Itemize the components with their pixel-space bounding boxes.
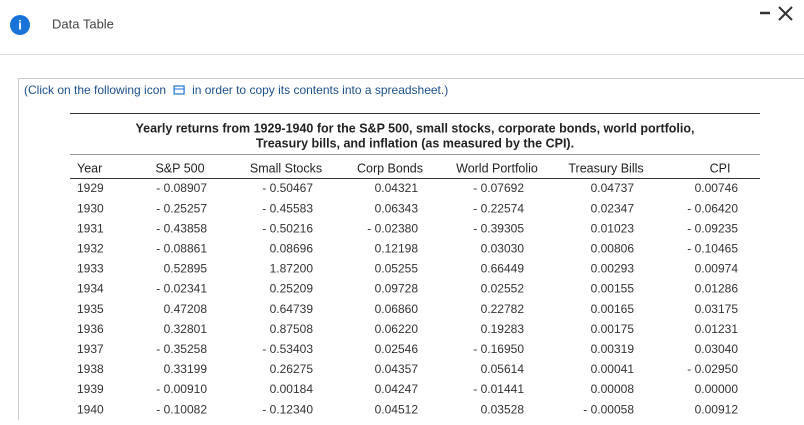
table-cell: - 0.53403 <box>262 342 313 356</box>
column-header: CPI <box>710 161 731 175</box>
table-cell: 0.00184 <box>270 382 314 396</box>
table-cell: - 0.00910 <box>156 382 207 396</box>
table-caption: Treasury bills, and inflation (as measur… <box>256 136 574 150</box>
copy-note: (Click on the following icon <box>24 83 166 97</box>
table-cell: 0.00319 <box>591 342 635 356</box>
table-cell: 0.06343 <box>375 201 419 215</box>
table-cell: 0.00155 <box>591 282 635 296</box>
table-cell: 0.00000 <box>695 382 739 396</box>
table-cell: 0.00008 <box>591 382 635 396</box>
table-cell: 1930 <box>77 201 104 215</box>
table-cell: - 0.02380 <box>367 221 418 235</box>
table-cell: 0.00806 <box>591 241 635 255</box>
table-cell: 0.03030 <box>481 241 525 255</box>
table-cell: - 0.35258 <box>156 342 207 356</box>
column-header: Year <box>77 161 102 175</box>
table-cell: - 0.01441 <box>473 382 524 396</box>
table-cell: - 0.02950 <box>687 362 738 376</box>
info-icon-glyph: i <box>18 17 22 32</box>
table-cell: - 0.06420 <box>687 201 738 215</box>
table-cell: - 0.02341 <box>156 282 207 296</box>
table-cell: 0.05614 <box>481 362 525 376</box>
table-cell: 0.04737 <box>591 181 635 195</box>
dialog-title: Data Table <box>52 16 114 31</box>
table-cell: 1940 <box>77 402 104 416</box>
column-header: World Portfolio <box>456 161 538 175</box>
table-cell: 0.03528 <box>481 402 525 416</box>
title-bar <box>0 0 804 54</box>
table-cell: 0.33199 <box>164 362 208 376</box>
table-cell: - 0.50467 <box>262 181 313 195</box>
table-cell: 0.47208 <box>164 302 208 316</box>
table-cell: - 0.08907 <box>156 181 207 195</box>
table-cell: 0.19283 <box>481 322 525 336</box>
table-cell: 1936 <box>77 322 104 336</box>
table-cell: 0.03040 <box>695 342 739 356</box>
table-cell: - 0.43858 <box>156 221 207 235</box>
table-cell: 0.00912 <box>695 402 739 416</box>
table-cell: - 0.08861 <box>156 241 207 255</box>
table-cell: 0.02546 <box>375 342 419 356</box>
table-cell: 0.04512 <box>375 402 419 416</box>
table-cell: 0.04357 <box>375 362 419 376</box>
table-cell: 0.00175 <box>591 322 635 336</box>
table-cell: 1937 <box>77 342 104 356</box>
table-cell: 0.00041 <box>591 362 635 376</box>
table-cell: 0.26275 <box>270 362 314 376</box>
table-cell: 0.00746 <box>695 181 739 195</box>
table-cell: - 0.10465 <box>687 241 738 255</box>
table-cell: 1.87200 <box>270 262 314 276</box>
column-header: S&P 500 <box>155 161 204 175</box>
table-cell: 0.32801 <box>164 322 208 336</box>
table-cell: 0.02552 <box>481 282 525 296</box>
table-cell: - 0.39305 <box>473 221 524 235</box>
table-cell: 1935 <box>77 302 104 316</box>
table-cell: - 0.00058 <box>583 402 634 416</box>
table-cell: 0.25209 <box>270 282 314 296</box>
table-cell: 1932 <box>77 241 104 255</box>
table-cell: 1934 <box>77 282 104 296</box>
table-cell: 0.02347 <box>591 201 635 215</box>
table-cell: 1929 <box>77 181 104 195</box>
table-cell: - 0.45583 <box>262 201 313 215</box>
table-cell: - 0.50216 <box>262 221 313 235</box>
table-cell: 1939 <box>77 382 104 396</box>
column-header: Corp Bonds <box>357 161 423 175</box>
table-cell: 0.01231 <box>695 322 739 336</box>
table-cell: - 0.22574 <box>473 201 524 215</box>
table-cell: 0.09728 <box>375 282 419 296</box>
table-cell: 0.87508 <box>270 322 314 336</box>
column-header: Small Stocks <box>250 161 322 175</box>
table-cell: - 0.16950 <box>473 342 524 356</box>
table-cell: 0.00974 <box>695 262 739 276</box>
table-cell: - 0.25257 <box>156 201 207 215</box>
table-cell: - 0.07692 <box>473 181 524 195</box>
table-cell: 0.22782 <box>481 302 525 316</box>
table-cell: 1933 <box>77 262 104 276</box>
table-cell: 0.06860 <box>375 302 419 316</box>
table-cell: 1931 <box>77 221 104 235</box>
table-cell: 0.06220 <box>375 322 419 336</box>
table-cell: 0.12198 <box>375 241 419 255</box>
table-caption: Yearly returns from 1929-1940 for the S&… <box>136 121 695 135</box>
table-cell: 0.64739 <box>270 302 314 316</box>
table-cell: 0.01286 <box>695 282 739 296</box>
table-cell: 0.00293 <box>591 262 635 276</box>
table-cell: 0.52895 <box>164 262 208 276</box>
table-cell: 1938 <box>77 362 104 376</box>
table-cell: 0.00165 <box>591 302 635 316</box>
copy-note: in order to copy its contents into a spr… <box>192 83 448 97</box>
table-cell: 0.04321 <box>375 181 419 195</box>
table-cell: 0.05255 <box>375 262 419 276</box>
table-cell: 0.01023 <box>591 221 635 235</box>
table-cell: - 0.12340 <box>262 402 313 416</box>
table-cell: 0.04247 <box>375 382 419 396</box>
table-cell: 0.08696 <box>270 241 314 255</box>
table-cell: - 0.10082 <box>156 402 207 416</box>
table-cell: - 0.09235 <box>687 221 738 235</box>
table-cell: 0.03175 <box>695 302 739 316</box>
table-cell: 0.66449 <box>481 262 525 276</box>
column-header: Treasury Bills <box>568 161 643 175</box>
